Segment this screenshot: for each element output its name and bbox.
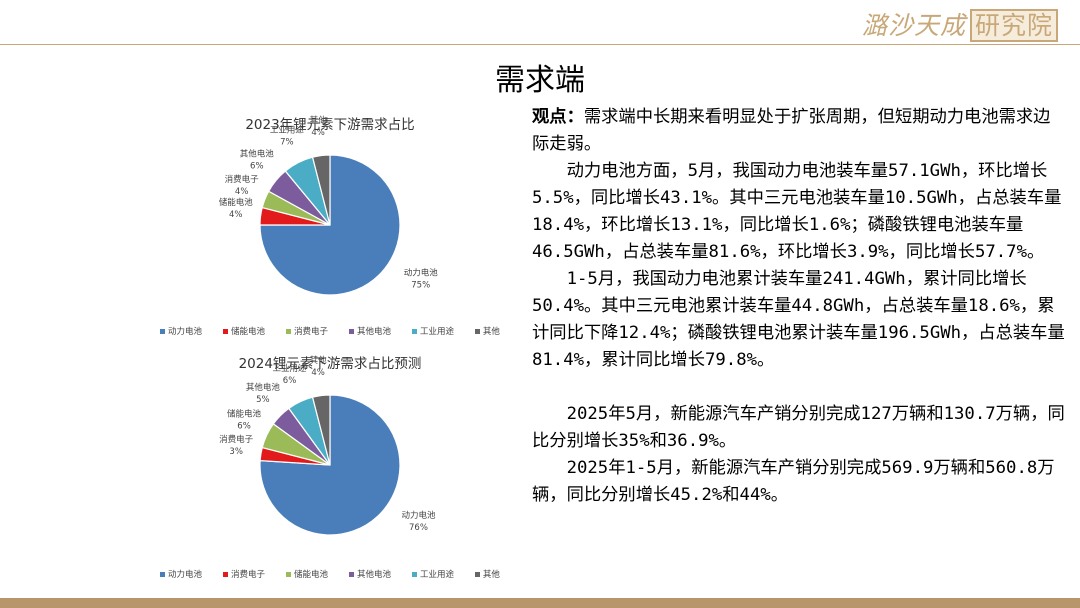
chart-2024-title: 2024锂元素下游需求占比预测 bbox=[238, 356, 422, 372]
pie-slice-其他 bbox=[311, 394, 331, 466]
viewpoint-paragraph: 观点：需求端中长期来看明显处于扩张周期，但短期动力电池需求边际走弱。 bbox=[532, 104, 1067, 158]
legend-swatch bbox=[348, 328, 354, 334]
pie-label-category: 工业用途 bbox=[273, 363, 308, 374]
legend-item: 工业用途 bbox=[411, 568, 454, 580]
pie-label-value: 3% bbox=[229, 447, 243, 457]
pie-label-category: 消费电子 bbox=[225, 174, 260, 185]
pie-label-category: 其他电池 bbox=[246, 382, 281, 393]
legend-swatch bbox=[411, 328, 417, 334]
legend-item: 动力电池 bbox=[160, 325, 202, 337]
legend-swatch bbox=[222, 571, 228, 577]
battery-may-paragraph: 动力电池方面，5月，我国动力电池装车量57.1GWh，环比增长5.5%，同比增长… bbox=[532, 161, 1062, 262]
logo-boxed-text: 研究院 bbox=[969, 9, 1058, 42]
battery-ytd-paragraph: 1-5月，我国动力电池累计装车量241.4GWh，累计同比增长50.4%。其中三… bbox=[532, 269, 1065, 370]
legend-label: 工业用途 bbox=[419, 327, 454, 337]
pie-label-value: 5% bbox=[256, 395, 270, 405]
pie-label-value: 4% bbox=[235, 187, 249, 197]
legend-item: 消费电子 bbox=[222, 568, 265, 580]
pie-label-category: 动力电池 bbox=[404, 268, 439, 279]
pie-label-value: 6% bbox=[237, 422, 251, 432]
legend-label: 储能电池 bbox=[293, 570, 328, 580]
pie-label-value: 6% bbox=[250, 161, 264, 171]
nev-may-paragraph: 2025年5月，新能源汽车产销分别完成127万辆和130.7万辆，同比分别增长3… bbox=[532, 404, 1065, 451]
pie-label-category: 消费电子 bbox=[219, 434, 254, 445]
page-title: 需求端 bbox=[495, 63, 585, 98]
pie-slice-其他 bbox=[311, 154, 331, 226]
pie-label-category: 动力电池 bbox=[401, 510, 436, 521]
legend-item: 动力电池 bbox=[160, 568, 202, 580]
legend-swatch bbox=[222, 328, 228, 334]
legend-swatch bbox=[474, 571, 480, 577]
legend-item: 其他 bbox=[474, 568, 500, 580]
commentary-text: 观点：需求端中长期来看明显处于扩张周期，但短期动力电池需求边际走弱。 动力电池方… bbox=[532, 104, 1067, 509]
legend-item: 储能电池 bbox=[285, 568, 328, 580]
pie-label-category: 储能电池 bbox=[227, 409, 262, 420]
legend-item: 其他 bbox=[474, 325, 500, 337]
legend-item: 工业用途 bbox=[411, 325, 454, 337]
legend-label: 动力电池 bbox=[168, 327, 203, 337]
chart-2023-legend: 动力电池 储能电池 消费电子 其他电池 工业用途 其他 bbox=[160, 325, 500, 337]
pie-label-category: 工业用途 bbox=[270, 124, 305, 135]
legend-label: 工业用途 bbox=[419, 570, 454, 580]
legend-swatch bbox=[411, 571, 417, 577]
header-divider bbox=[0, 44, 1080, 45]
paragraph-spacer bbox=[532, 374, 1067, 401]
pie-label-category: 储能电池 bbox=[219, 197, 254, 208]
legend-label: 消费电子 bbox=[293, 327, 328, 337]
legend-label: 其他 bbox=[482, 570, 500, 580]
viewpoint-label: 观点： bbox=[532, 107, 584, 127]
logo: 潞沙天成 研究院 bbox=[862, 6, 1058, 42]
chart-2024-legend: 动力电池 消费电子 储能电池 其他电池 工业用途 其他 bbox=[160, 568, 500, 580]
pie-label-value: 4% bbox=[311, 128, 325, 138]
logo-text: 潞沙天成 bbox=[861, 11, 966, 40]
legend-item: 储能电池 bbox=[222, 325, 265, 337]
legend-swatch bbox=[348, 571, 354, 577]
legend-swatch bbox=[474, 328, 480, 334]
chart-2023-title: 2023年锂元素下游需求占比 bbox=[245, 117, 415, 133]
legend-label: 消费电子 bbox=[230, 570, 265, 580]
pie-label-value: 6% bbox=[283, 376, 297, 386]
legend-item: 其他电池 bbox=[348, 325, 391, 337]
pie-label-value: 7% bbox=[280, 137, 294, 147]
legend-item: 消费电子 bbox=[285, 325, 328, 337]
legend-label: 其他电池 bbox=[356, 327, 391, 337]
pie-label-value: 4% bbox=[229, 210, 243, 220]
pie-label-value: 75% bbox=[411, 281, 430, 291]
legend-swatch bbox=[285, 571, 291, 577]
pie-label-value: 4% bbox=[311, 368, 325, 378]
legend-swatch bbox=[285, 328, 291, 334]
nev-ytd-paragraph: 2025年1-5月，新能源汽车产销分别完成569.9万辆和560.8万辆，同比分… bbox=[532, 458, 1055, 505]
legend-swatch bbox=[160, 571, 165, 577]
pie-label-category: 其他 bbox=[310, 355, 328, 366]
pie-label-category: 其他 bbox=[310, 115, 328, 126]
legend-label: 其他 bbox=[482, 327, 500, 337]
pie-label-category: 其他电池 bbox=[240, 148, 275, 159]
legend-label: 储能电池 bbox=[230, 327, 265, 337]
legend-swatch bbox=[160, 328, 165, 334]
pie-label-value: 76% bbox=[409, 523, 428, 533]
viewpoint-text: 需求端中长期来看明显处于扩张周期，但短期动力电池需求边际走弱。 bbox=[532, 107, 1051, 154]
legend-label: 动力电池 bbox=[168, 570, 203, 580]
legend-label: 其他电池 bbox=[356, 570, 391, 580]
footer-bar bbox=[0, 598, 1080, 608]
legend-item: 其他电池 bbox=[348, 568, 391, 580]
